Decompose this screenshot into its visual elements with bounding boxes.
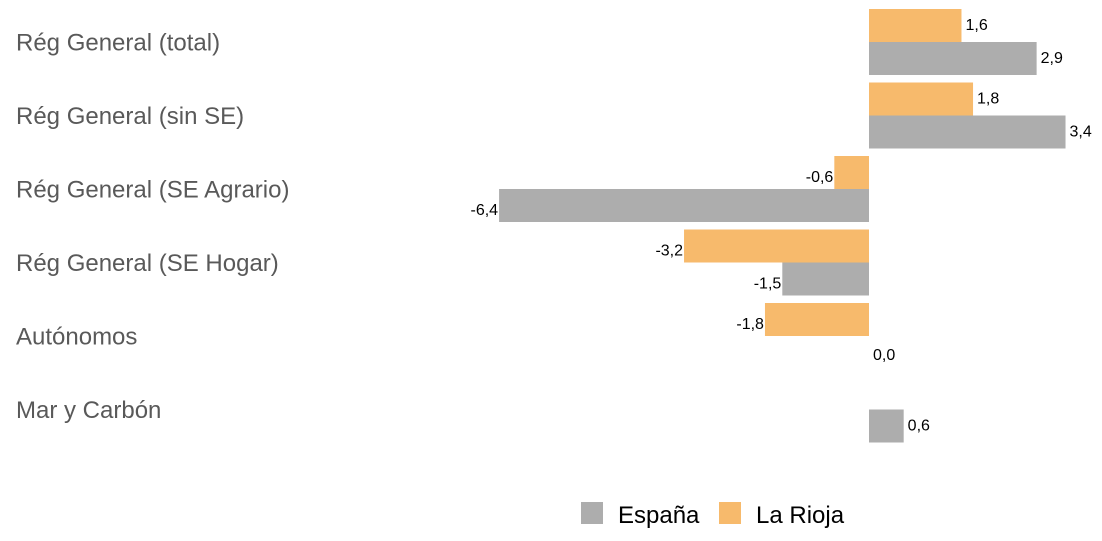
value-label-espana-autonomos: 0,0 (873, 347, 895, 364)
value-label-espana-reg-general-total: 2,9 (1041, 50, 1063, 67)
bar-espana-reg-general-total (869, 42, 1037, 75)
bars (499, 9, 1066, 443)
bar-la-rioja-reg-general-se-agrario (834, 156, 869, 189)
value-label-la-rioja-reg-general-se-agrario: -0,6 (806, 169, 834, 186)
category-labels: Rég General (total) Rég General (sin SE) R… (16, 29, 289, 424)
category-label-reg-general-sin-se: Rég General (sin SE) (16, 103, 244, 130)
bar-espana-reg-general-se-agrario (499, 189, 869, 222)
value-labels: 1,6 2,9 1,8 3,4 -0,6 -6,4 -3,2 -1,5 -1,8 0,0 0,6 (471, 17, 1092, 435)
bar-la-rioja-autonomos (764, 303, 869, 336)
legend-swatch-la-rioja (719, 502, 741, 524)
value-label-espana-reg-general-sin-se: 3,4 (1070, 124, 1092, 141)
legend-swatch-espana (581, 502, 603, 524)
value-label-la-rioja-reg-general-total: 1,6 (965, 17, 987, 34)
legend: España La Rioja (581, 502, 845, 529)
bar-la-rioja-reg-general-se-hogar (684, 229, 869, 263)
category-label-autonomos: Autónomos (16, 323, 137, 350)
category-label-reg-general-se-agrario: Rég General (SE Agrario) (16, 176, 289, 203)
bar-la-rioja-reg-general-total (869, 9, 962, 42)
bar-la-rioja-reg-general-sin-se (869, 82, 974, 116)
category-label-reg-general-se-hogar: Rég General (SE Hogar) (16, 250, 279, 277)
value-label-la-rioja-reg-general-se-hogar: -3,2 (655, 243, 683, 260)
bar-espana-mar-y-carbon (869, 409, 904, 443)
value-label-la-rioja-reg-general-sin-se: 1,8 (977, 91, 999, 108)
legend-label-espana: España (618, 502, 700, 529)
value-label-espana-reg-general-se-agrario: -6,4 (471, 202, 499, 219)
category-label-reg-general-total: Rég General (total) (16, 29, 220, 56)
bar-espana-reg-general-sin-se (869, 115, 1066, 149)
legend-label-la-rioja: La Rioja (756, 502, 845, 529)
value-label-espana-reg-general-se-hogar: -1,5 (754, 276, 782, 293)
value-label-la-rioja-autonomos: -1,8 (736, 316, 764, 333)
value-label-espana-mar-y-carbon: 0,6 (908, 418, 930, 435)
category-label-mar-y-carbon: Mar y Carbón (16, 397, 161, 424)
bar-espana-reg-general-se-hogar (782, 262, 869, 296)
